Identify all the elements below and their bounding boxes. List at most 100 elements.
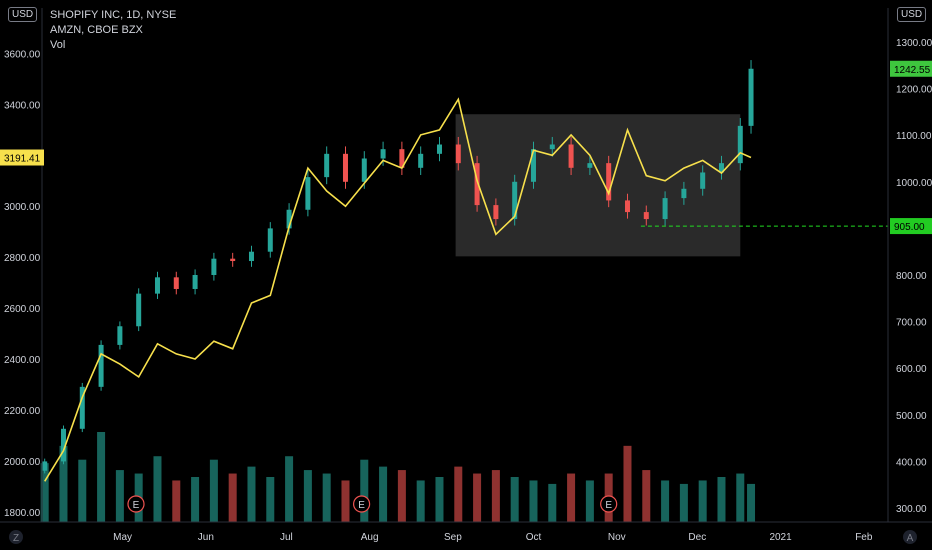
time-axis-label: Feb	[855, 532, 873, 543]
current-price-tag: 3191.41	[0, 149, 44, 166]
candle-body	[587, 163, 593, 168]
last-price-tag-text: 1242.55	[894, 65, 931, 76]
volume-bar	[379, 466, 388, 522]
candle-body	[380, 149, 386, 159]
volume-bar	[567, 473, 576, 522]
right-axis-tick-label: 400.00	[896, 457, 927, 468]
earnings-marker-label: E	[605, 500, 612, 511]
candle-body	[305, 177, 311, 210]
right-axis-tick-label: 1100.00	[896, 131, 932, 142]
right-axis-tick-label: 700.00	[896, 318, 927, 329]
candle-body	[474, 163, 480, 206]
right-axis-tick-label: 1000.00	[896, 178, 932, 189]
right-axis-tick-label: 1200.00	[896, 85, 932, 96]
volume-bar	[322, 473, 331, 522]
volume-bar	[747, 483, 756, 522]
earnings-marker	[127, 495, 145, 513]
highlight-rectangle	[455, 114, 741, 257]
left-axis-tick-label: 3600.00	[4, 49, 41, 60]
candle-body	[230, 258, 236, 262]
left-axis-tick-label: 3000.00	[4, 202, 41, 213]
candle-body	[286, 209, 292, 229]
volume-bar	[153, 456, 162, 522]
candle-body	[136, 293, 142, 327]
volume-bar	[548, 483, 557, 522]
last-price-tag-bg	[890, 60, 932, 77]
time-axis-label: Oct	[526, 532, 542, 543]
volume-bar	[97, 432, 106, 522]
candle-body	[748, 68, 754, 126]
volume-bar	[78, 459, 87, 522]
volume-bar	[529, 480, 538, 522]
candle-body	[342, 153, 348, 182]
right-axis-tick-label: 500.00	[896, 411, 927, 422]
right-axis-tick-label: 1300.00	[896, 38, 932, 49]
time-axis-label: Sep	[444, 532, 462, 543]
current-price-tag-text: 3191.41	[4, 154, 41, 165]
level-price-tag-text: 905.00	[894, 222, 925, 233]
level-price-tag: 905.00	[890, 218, 932, 235]
left-currency-button[interactable]: USD	[8, 7, 38, 22]
volume-bar	[247, 466, 256, 522]
tradingview-logo-glyph: Z	[13, 533, 19, 544]
volume-bar	[40, 463, 49, 522]
right-axis-tick-label: 300.00	[896, 504, 927, 515]
candle-body	[436, 144, 442, 154]
volume-bar	[717, 477, 726, 522]
volume-bar	[303, 470, 312, 522]
candle-body	[530, 149, 536, 182]
volume-bar	[172, 480, 181, 522]
level-price-tag-bg	[890, 218, 932, 235]
candle-body	[248, 251, 254, 262]
candle-body	[399, 149, 405, 168]
volume-bar	[59, 445, 68, 522]
volume-bar	[285, 456, 294, 522]
candle-body	[568, 144, 574, 168]
time-axis-label: Jul	[280, 532, 293, 543]
candle-body	[549, 144, 555, 150]
volume-title[interactable]: Vol	[50, 39, 66, 51]
current-price-tag-bg	[0, 149, 44, 166]
compare-line	[44, 97, 752, 482]
earnings-marker-label: E	[133, 500, 140, 511]
volume-bar	[623, 445, 632, 522]
compare-line-series	[44, 97, 752, 482]
volume-bar	[115, 470, 124, 522]
symbol-title[interactable]: SHOPIFY INC, 1D, NYSE	[50, 9, 177, 21]
earnings-marker	[600, 495, 618, 513]
time-axis-label: Aug	[361, 532, 379, 543]
candle-body	[60, 428, 66, 462]
highlight-box[interactable]	[455, 114, 741, 257]
earnings-marker-label: E	[358, 500, 365, 511]
left-axis-tick-label: 2200.00	[4, 406, 41, 417]
candle-body	[643, 212, 649, 220]
candle-body	[211, 258, 217, 275]
left-axis-tick-label: 2600.00	[4, 304, 41, 315]
candle-body	[512, 181, 518, 220]
candle-body	[324, 153, 330, 178]
right-axis-tick-label: 800.00	[896, 271, 927, 282]
chart-legend: SHOPIFY INC, 1D, NYSE AMZN, CBOE BZX Vol	[50, 8, 176, 53]
volume-bar	[209, 459, 218, 522]
candle-body	[79, 386, 85, 429]
candle-body	[681, 188, 687, 199]
right-currency-button[interactable]: USD	[897, 7, 927, 22]
volume-histogram	[40, 432, 756, 522]
time-axis-label: May	[113, 532, 132, 543]
time-axis-label: Nov	[608, 532, 626, 543]
candle-body	[361, 158, 367, 182]
candle-body	[418, 153, 424, 168]
time-axis-label: 2021	[769, 532, 792, 543]
compare-title[interactable]: AMZN, CBOE BZX	[50, 24, 143, 36]
volume-bar	[736, 473, 745, 522]
candle-body	[192, 275, 198, 289]
auto-scale-icon	[903, 530, 917, 544]
candlestick-series	[42, 60, 754, 474]
volume-bar	[679, 483, 688, 522]
left-axis-tick-label: 2800.00	[4, 253, 41, 264]
axes: 3600.003400.003200.003000.002800.002600.…	[0, 8, 932, 544]
volume-bar	[360, 459, 369, 522]
tradingview-logo-icon	[9, 530, 23, 544]
